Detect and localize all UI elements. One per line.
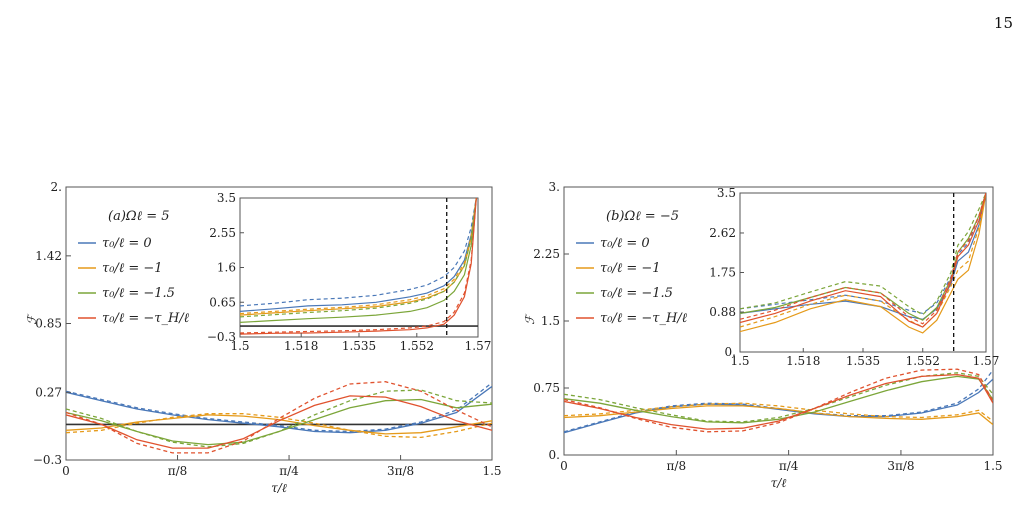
chart-panel-a: 0 π/8 π/4 3π/8 1.5−0.30.270.851.422.τ/ℓℱ(a)Ω…	[25, 180, 502, 495]
y-axis-label: ℱ	[523, 313, 537, 325]
inset-series-blue-solid	[240, 198, 477, 312]
inset-y-tick-label: 2.55	[209, 226, 236, 240]
panel-title: (a)Ωℓ = 5	[108, 209, 170, 224]
inset-series-orange-solid	[740, 193, 986, 334]
inset-frame	[239, 197, 479, 338]
inset-series-orange-solid	[240, 198, 477, 316]
inset-series-red-dashed	[240, 198, 477, 334]
x-axis-label: τ/ℓ	[271, 481, 287, 495]
x-tick-label: 3π/8	[387, 464, 414, 478]
series-line-orange-dashed	[66, 413, 492, 439]
legend-entry: τ₀/ℓ = −1.5	[102, 286, 175, 301]
inset-y-tick-label: 0.65	[209, 295, 236, 309]
inset-y-tick-label: 3.5	[717, 186, 736, 200]
inset-y-tick-label: 0.	[725, 345, 736, 359]
inset-y-tick-label: 0.88	[709, 305, 736, 319]
x-tick-label: 3π/8	[887, 459, 914, 473]
y-tick-label: −0.3	[33, 453, 62, 467]
panel-title: (b)Ωℓ = −5	[606, 209, 679, 224]
inset-series-green-dashed	[740, 193, 986, 316]
page-number: 15	[993, 14, 1013, 32]
inset-x-tick-label: 1.518	[786, 354, 820, 368]
legend-entry: τ₀/ℓ = −τ_H/ℓ	[102, 311, 190, 326]
inset-series-green-solid	[240, 198, 477, 323]
inset-plot: 1.5 1.518 1.535 1.552 1.57 −0.3 0.65 1.6 2.55 3.5	[207, 191, 492, 353]
x-tick-label: π/8	[667, 459, 687, 473]
legend-entry: τ₀/ℓ = −τ_H/ℓ	[600, 311, 688, 326]
legend-entry: τ₀/ℓ = −1	[600, 261, 661, 276]
inset-plot: 1.5 1.518 1.535 1.552 1.57 0. 0.88 1.75 2.62 3.5	[709, 186, 999, 368]
inset-x-tick-label: 1.57	[465, 339, 492, 353]
inset-series-red-dashed	[740, 193, 986, 325]
inset-y-tick-label: −0.3	[207, 330, 236, 344]
inset-x-tick-label: 1.5	[230, 339, 249, 353]
series-line-blue-solid	[66, 385, 492, 434]
series-line-orange-solid	[66, 414, 492, 435]
inset-y-tick-label: 1.6	[217, 261, 236, 275]
inset-x-tick-label: 1.518	[284, 339, 318, 353]
legend-entry: τ₀/ℓ = 0	[102, 236, 152, 251]
series-line-green-dashed	[564, 372, 993, 423]
inset-y-tick-label: 3.5	[217, 191, 236, 205]
inset-x-tick-label: 1.535	[342, 339, 376, 353]
y-tick-label: 3.	[549, 180, 560, 194]
inset-x-tick-label: 1.535	[846, 354, 880, 368]
series-line-blue-dashed	[66, 382, 492, 433]
y-tick-label: 2.25	[533, 247, 560, 261]
series-line-red-dashed	[564, 368, 993, 433]
series-line-green-dashed	[66, 389, 492, 448]
inset-x-tick-label: 1.552	[400, 339, 434, 353]
inset-y-tick-label: 1.75	[709, 266, 736, 280]
inset-x-tick-label: 1.57	[973, 354, 1000, 368]
inset-series-blue-dashed	[740, 193, 986, 315]
y-tick-label: 1.42	[35, 249, 62, 263]
legend-entry: τ₀/ℓ = −1	[102, 261, 163, 276]
y-tick-label: 0.27	[35, 385, 62, 399]
inset-series-red-solid	[240, 198, 477, 335]
inset-series-red-solid	[740, 193, 986, 328]
chart-panel-b: 0 π/8 π/4 3π/8 1.50.0.751.52.253.τ/ℓℱ(b)Ωℓ =…	[523, 180, 1003, 490]
x-tick-label: 1.5	[482, 464, 501, 478]
inset-frame	[739, 192, 987, 353]
x-tick-label: 0	[560, 459, 568, 473]
series-line-red-dashed	[66, 381, 492, 454]
series-line-orange-dashed	[564, 402, 993, 422]
x-tick-label: 0	[62, 464, 70, 478]
x-tick-label: π/4	[779, 459, 799, 473]
series-line-red-solid	[66, 395, 492, 449]
x-axis-label: τ/ℓ	[771, 476, 787, 490]
y-tick-label: 0.	[549, 448, 560, 462]
legend-entry: τ₀/ℓ = −1.5	[600, 286, 673, 301]
y-tick-label: 2.	[51, 180, 62, 194]
inset-x-tick-label: 1.552	[906, 354, 940, 368]
legend-entry: τ₀/ℓ = 0	[600, 236, 650, 251]
inset-series-orange-dashed	[740, 193, 986, 328]
series-line-red-solid	[564, 373, 993, 430]
y-tick-label: 1.5	[541, 314, 560, 328]
y-axis-label: ℱ	[25, 313, 39, 325]
x-tick-label: 1.5	[983, 459, 1002, 473]
inset-y-tick-label: 2.62	[709, 226, 736, 240]
inset-x-tick-label: 1.5	[730, 354, 749, 368]
y-tick-label: 0.85	[35, 317, 62, 331]
y-tick-label: 0.75	[533, 381, 560, 395]
x-tick-label: π/8	[168, 464, 188, 478]
x-tick-label: π/4	[279, 464, 299, 478]
